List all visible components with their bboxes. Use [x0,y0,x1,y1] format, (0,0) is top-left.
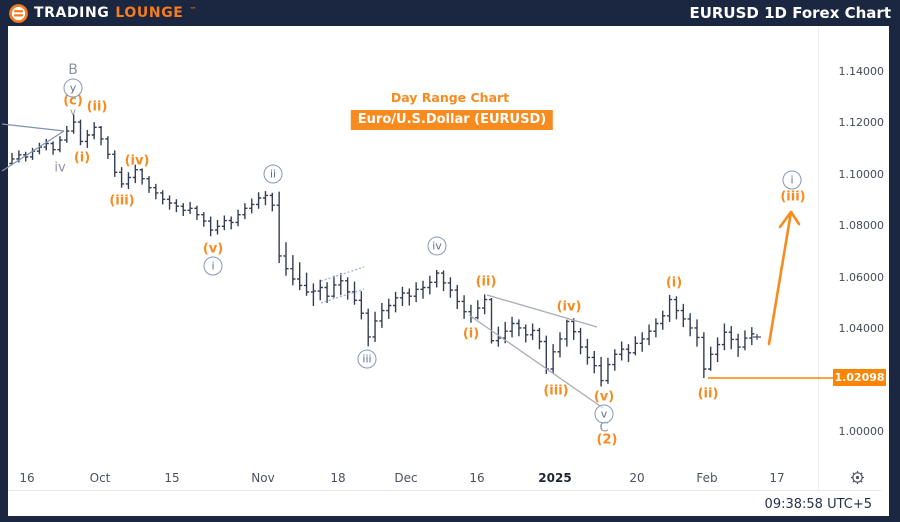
x-axis-tick: 16 [19,471,35,485]
chart-subtitle: Day Range Chart [390,90,510,105]
x-axis-tick: 20 [629,471,645,485]
x-axis-tick: 2025 [538,471,572,485]
x-axis-tick: Feb [696,471,718,485]
x-axis-tick: 18 [330,471,346,485]
y-axis-separator [818,25,819,490]
x-axis-tick: 17 [769,471,785,485]
price-level-tag: 1.02098 [833,369,886,386]
brand-lounge: LOUNGE [115,5,184,21]
x-axis-separator [8,490,881,491]
tradinglounge-logo-icon [9,3,28,23]
x-axis-tick: 16 [469,471,485,485]
y-axis-tick: 1.10000 [838,167,885,181]
brand-trading: TRADING [34,5,110,21]
y-axis-tick: 1.08000 [838,219,885,233]
x-axis-tick: 15 [164,471,180,485]
window-title: EURUSD 1D Forex Chart [689,4,891,22]
y-axis-tick: 1.12000 [838,116,885,130]
y-axis-tick: 1.04000 [838,322,885,336]
brand-logo[interactable]: TRADING LOUNGE ™ [9,3,197,23]
x-axis-tick: Oct [89,471,111,485]
x-axis-tick: Dec [394,471,418,485]
y-axis-tick: 1.06000 [838,270,885,284]
brand-trademark: ™ [189,5,197,14]
instrument-badge: Euro/U.S.Dollar (EURUSD) [350,110,554,130]
x-axis-tick: Nov [251,471,275,485]
y-axis-tick: 1.00000 [838,425,885,438]
clock-timestamp: 09:38:58 UTC+5 [764,497,872,512]
header-bar: TRADING LOUNGE ™ EURUSD 1D Forex Chart [0,0,900,26]
y-axis-tick: 1.14000 [838,65,885,78]
settings-gear-icon[interactable] [850,470,865,489]
